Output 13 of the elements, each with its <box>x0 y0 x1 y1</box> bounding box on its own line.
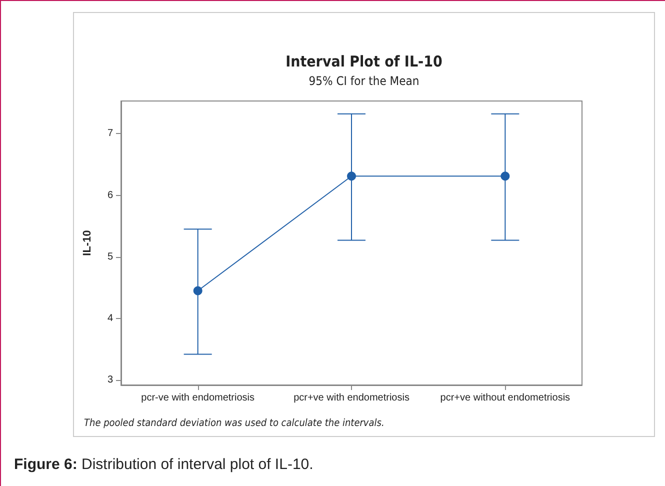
y-tick-label: 3 <box>107 374 114 386</box>
y-axis-title: IL-10 <box>82 230 94 256</box>
chart-subtitle: 95% CI for the Mean <box>308 74 420 88</box>
y-tick-label: 4 <box>107 312 114 324</box>
x-tick-label: pcr+ve with endometriosis <box>294 392 410 404</box>
x-tick-label: pcr-ve with endometriosis <box>141 392 255 404</box>
y-tick-label: 7 <box>107 128 114 140</box>
caption: Figure 6: Distribution of interval plot of IL-10. <box>14 456 314 473</box>
chart-title: Interval Plot of IL-10 <box>286 52 442 70</box>
y-tick-label: 6 <box>107 190 114 201</box>
y-tick-label: 5 <box>107 251 114 262</box>
text: The pooled standard deviation was used to calculate the intervals. <box>84 418 384 429</box>
x-tick-label: pcr+ve without endometriosis <box>440 392 570 404</box>
